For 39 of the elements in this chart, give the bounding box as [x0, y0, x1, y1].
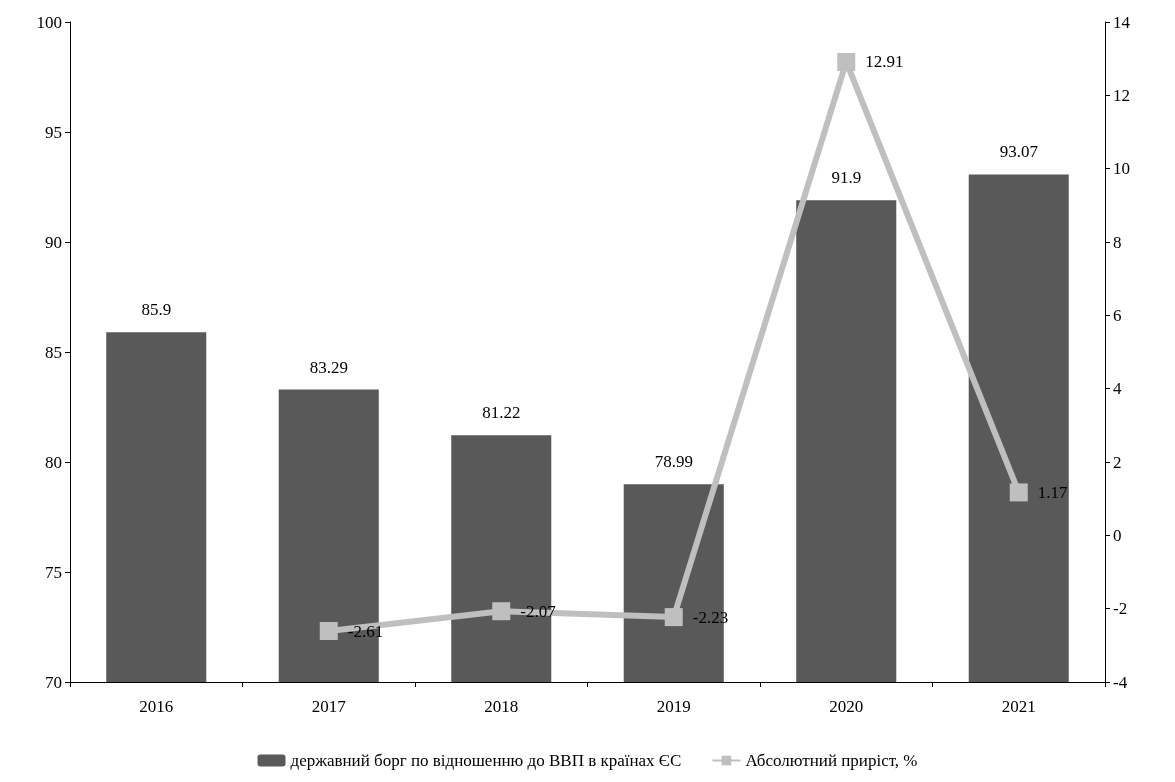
y-tick-label: 100	[36, 12, 62, 32]
data-label: 1.17	[1037, 482, 1068, 502]
legend-label: державний борг по відношенню до ВВП в країнах ЄС	[290, 751, 682, 770]
y2-tick-label: -2	[1113, 599, 1128, 619]
point	[319, 622, 338, 641]
point	[664, 608, 683, 627]
x-tick-label: 2017	[311, 697, 347, 716]
data-label: 91.9	[831, 168, 862, 188]
data-label: 78.99	[654, 452, 693, 472]
data-label: -2.07	[520, 601, 557, 621]
y-tick-label: 70	[45, 672, 62, 692]
point	[1009, 483, 1028, 502]
y2-tick-label: 2	[1113, 452, 1122, 472]
data-label: 83.29	[309, 357, 348, 377]
y2-tick-label: 4	[1113, 379, 1122, 399]
legend-label: Абсолютний приріст, %	[745, 751, 918, 770]
y-tick-label: 95	[45, 122, 62, 142]
y2-tick-label: 8	[1113, 232, 1122, 252]
y2-tick-label: 0	[1113, 525, 1122, 545]
y-tick-label: 90	[45, 232, 62, 252]
x-tick-label: 2018	[484, 697, 519, 716]
data-label: 81.22	[482, 403, 521, 423]
y2-tick-label: 12	[1113, 85, 1130, 105]
x-tick-label: 2019	[656, 697, 691, 716]
point	[837, 52, 856, 71]
y2-tick-label: -4	[1113, 672, 1128, 692]
y-tick-label: 75	[45, 562, 62, 582]
point	[492, 602, 511, 621]
data-label: 85.9	[141, 300, 172, 320]
y2-tick-label: 10	[1113, 159, 1130, 179]
y-tick-label: 80	[45, 452, 62, 472]
y-tick-label: 85	[45, 342, 62, 362]
data-label: 93.07	[999, 142, 1039, 162]
x-tick-label: 2016	[139, 697, 174, 716]
y2-tick-label: 14	[1113, 12, 1131, 32]
x-tick-label: 2020	[829, 697, 864, 716]
x-tick-label: 2021	[1001, 697, 1036, 716]
y2-tick-label: 6	[1113, 305, 1122, 325]
data-label: 12.91	[865, 52, 904, 72]
